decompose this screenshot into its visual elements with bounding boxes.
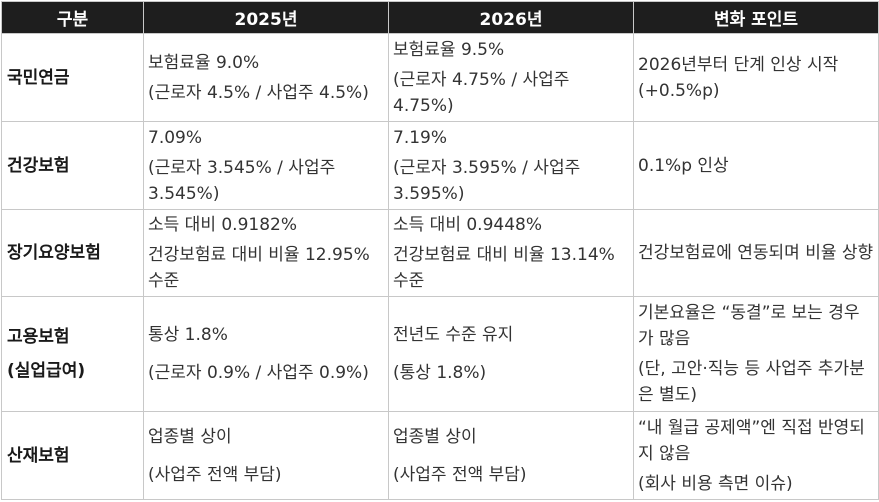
table-row: 산재보험 업종별 상이 (사업주 전액 부담) 업종별 상이 (사업주 전액 부…	[1, 411, 879, 500]
cell-line: (근로자 4.5% / 사업주 4.5%)	[148, 82, 369, 103]
cell-2025: 7.09% (근로자 3.545% / 사업주 3.545%)	[143, 121, 389, 210]
cell-line: 통상 1.8%	[148, 325, 228, 345]
cell-2025: 보험료율 9.0% (근로자 4.5% / 사업주 4.5%)	[143, 33, 389, 122]
cell-line: 건강보험료 대비 비율 12.95% 수준	[148, 245, 370, 291]
cell-line: 2026년부터 단계 인상 시작(+0.5%p)	[638, 54, 839, 101]
cell-line: (단, 고안·직능 등 사업주 추가분은 별도)	[638, 359, 865, 405]
cell-line: 건강보험료에 연동되며 비율 상향	[638, 243, 874, 263]
cell-2026: 보험료율 9.5% (근로자 4.75% / 사업주 4.75%)	[388, 33, 634, 122]
row-category: 국민연금	[1, 33, 144, 122]
cell-2026: 7.19% (근로자 3.595% / 사업주 3.595%)	[388, 121, 634, 210]
row-category: 고용보험 (실업급여)	[1, 296, 144, 412]
cell-line: 기본요율은 “동결”로 보는 경우가 많음	[638, 303, 860, 349]
cell-line: (근로자 3.595% / 사업주 3.595%)	[393, 157, 581, 204]
row-category: 산재보험	[1, 411, 144, 500]
cell-line: (통상 1.8%)	[393, 363, 487, 383]
cell-2025: 업종별 상이 (사업주 전액 부담)	[143, 411, 389, 500]
cell-line: (사업주 전액 부담)	[148, 464, 282, 485]
cell-line: 업종별 상이	[393, 426, 477, 447]
cell-line: 건강보험료 대비 비율 13.14% 수준	[393, 245, 615, 291]
cell-2026: 소득 대비 0.9448% 건강보험료 대비 비율 13.14% 수준	[388, 209, 634, 297]
cell-2025: 소득 대비 0.9182% 건강보험료 대비 비율 12.95% 수준	[143, 209, 389, 297]
table-row: 국민연금 보험료율 9.0% (근로자 4.5% / 사업주 4.5%) 보험료…	[1, 33, 879, 122]
header-2025: 2025년	[143, 1, 389, 34]
cell-line: (근로자 3.545% / 사업주 3.545%)	[148, 157, 336, 204]
cell-line: 보험료율 9.0%	[148, 52, 260, 73]
header-2026: 2026년	[388, 1, 634, 34]
cell-2025: 통상 1.8% (근로자 0.9% / 사업주 0.9%)	[143, 296, 389, 412]
cell-2026: 전년도 수준 유지 (통상 1.8%)	[388, 296, 634, 412]
header-change-point: 변화 포인트	[633, 1, 879, 34]
cell-line: 7.09%	[148, 127, 203, 148]
header-category: 구분	[1, 1, 144, 34]
cell-line: 업종별 상이	[148, 426, 232, 447]
table-row: 고용보험 (실업급여) 통상 1.8% (근로자 0.9% / 사업주 0.9%…	[1, 296, 879, 412]
cell-line: 전년도 수준 유지	[393, 325, 514, 345]
cell-change: 건강보험료에 연동되며 비율 상향	[633, 209, 879, 297]
row-category-line: 고용보험 (실업급여)	[7, 327, 86, 381]
cell-line: “내 월급 공제액”엔 직접 반영되지 않음	[638, 417, 865, 464]
cell-change: 기본요율은 “동결”로 보는 경우가 많음 (단, 고안·직능 등 사업주 추가…	[633, 296, 879, 412]
cell-line: 소득 대비 0.9448%	[393, 215, 543, 235]
table-row: 장기요양보험 소득 대비 0.9182% 건강보험료 대비 비율 12.95% …	[1, 209, 879, 297]
cell-change: 2026년부터 단계 인상 시작(+0.5%p)	[633, 33, 879, 122]
cell-2026: 업종별 상이 (사업주 전액 부담)	[388, 411, 634, 500]
row-category: 장기요양보험	[1, 209, 144, 297]
table-header-row: 구분 2025년 2026년 변화 포인트	[1, 1, 879, 34]
cell-line: (회사 비용 측면 이슈)	[638, 473, 793, 494]
cell-change: 0.1%p 인상	[633, 121, 879, 210]
cell-line: (근로자 0.9% / 사업주 0.9%)	[148, 363, 369, 383]
cell-line: 소득 대비 0.9182%	[148, 215, 298, 235]
cell-line: 7.19%	[393, 127, 448, 148]
table-row: 건강보험 7.09% (근로자 3.545% / 사업주 3.545%) 7.1…	[1, 121, 879, 210]
cell-line: (사업주 전액 부담)	[393, 464, 527, 485]
row-category: 건강보험	[1, 121, 144, 210]
cell-line: 보험료율 9.5%	[393, 39, 505, 60]
cell-line: (근로자 4.75% / 사업주 4.75%)	[393, 69, 570, 116]
cell-line: 0.1%p 인상	[638, 155, 729, 176]
cell-change: “내 월급 공제액”엔 직접 반영되지 않음 (회사 비용 측면 이슈)	[633, 411, 879, 500]
